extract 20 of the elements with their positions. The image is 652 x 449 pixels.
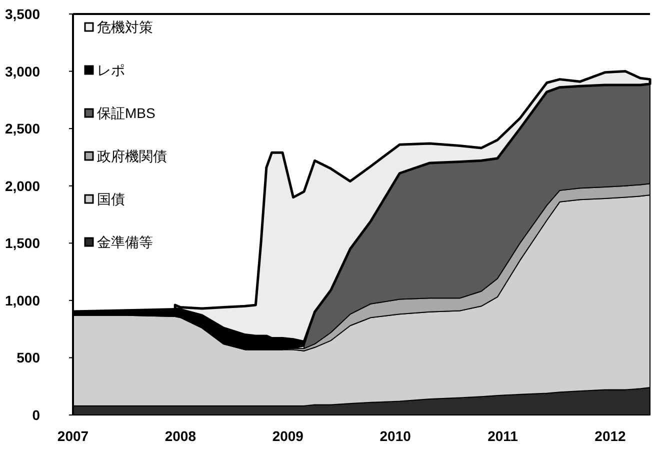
x-tick-label: 2011: [488, 428, 518, 444]
y-tick-label: 1,500: [4, 235, 40, 252]
legend-label: レポ: [97, 62, 125, 78]
y-tick-label: 500: [16, 350, 40, 366]
legend-label: 保証MBS: [97, 105, 156, 121]
legend-label: 政府機関債: [97, 148, 167, 164]
y-tick-label: 3,000: [4, 63, 40, 80]
y-tick-label: 2,000: [4, 178, 40, 194]
x-tick-label: 2012: [594, 428, 626, 444]
y-tick-label: 1,000: [4, 292, 40, 308]
x-tick-label: 2007: [57, 428, 89, 444]
legend-label: 金準備等: [97, 234, 153, 250]
x-tick-label: 2008: [164, 428, 196, 444]
y-tick-label: 2,500: [4, 120, 40, 137]
x-tick-label: 2009: [272, 428, 304, 444]
legend-label: 危機対策: [97, 19, 153, 35]
x-tick-label: 2010: [380, 428, 412, 444]
y-tick-label: 0: [32, 407, 40, 423]
y-tick-label: 3,500: [4, 6, 40, 22]
legend-label: 国債: [97, 191, 125, 207]
